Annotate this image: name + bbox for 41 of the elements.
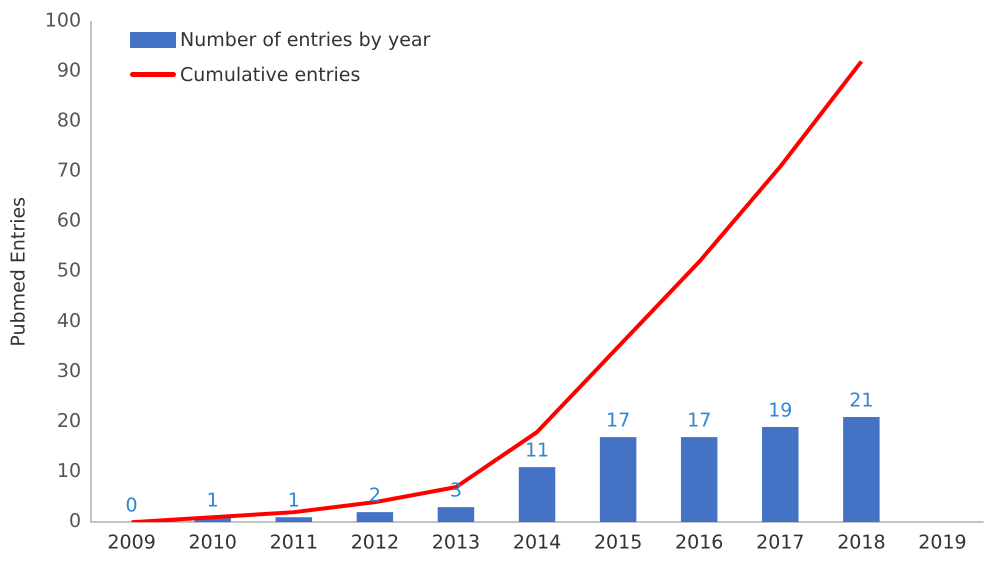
- legend-label: Number of entries by year: [180, 28, 430, 50]
- y-tick-label: 60: [56, 210, 82, 232]
- y-axis-title: Pubmed Entries: [7, 196, 30, 347]
- data-label: 0: [126, 494, 138, 517]
- bar: [600, 437, 636, 522]
- y-tick-label: 20: [56, 410, 82, 432]
- bar: [356, 512, 394, 522]
- data-label: 1: [288, 490, 300, 512]
- x-tick-label: 2011: [270, 532, 318, 554]
- data-label: 11: [524, 440, 550, 462]
- y-tick-label: 70: [56, 160, 82, 182]
- data-label: 19: [768, 399, 792, 422]
- x-tick-label: 2019: [918, 532, 967, 554]
- x-tick-label: 2016: [675, 532, 724, 554]
- bar: [438, 507, 474, 522]
- x-tick-label: 2013: [432, 532, 480, 554]
- bar: [276, 517, 312, 522]
- x-tick-label: 2009: [107, 532, 156, 554]
- x-tick-label: 2010: [188, 532, 237, 554]
- x-tick-label: 2012: [350, 532, 400, 554]
- data-label: 17: [606, 410, 630, 432]
- bar: [518, 467, 556, 522]
- data-label: 1: [206, 490, 219, 512]
- bar: [843, 417, 880, 522]
- bar: [680, 437, 718, 522]
- y-tick-label: 10: [56, 460, 82, 482]
- legend-label: Cumulative entries: [180, 64, 360, 86]
- x-tick-label: 2017: [756, 532, 804, 554]
- bar: [762, 427, 799, 522]
- y-tick-label: 50: [56, 260, 82, 282]
- data-label: 17: [687, 410, 712, 432]
- x-tick-label: 2014: [512, 532, 562, 554]
- x-tick-label: 2018: [837, 532, 886, 554]
- y-tick-label: 30: [56, 360, 82, 382]
- y-tick-label: 100: [44, 9, 82, 32]
- data-label: 21: [849, 389, 874, 412]
- y-tick-label: 40: [56, 310, 82, 332]
- x-tick-label: 2015: [594, 532, 642, 554]
- y-tick-label: 80: [56, 109, 82, 132]
- y-tick-label: 0: [68, 510, 82, 532]
- y-tick-label: 90: [56, 59, 82, 82]
